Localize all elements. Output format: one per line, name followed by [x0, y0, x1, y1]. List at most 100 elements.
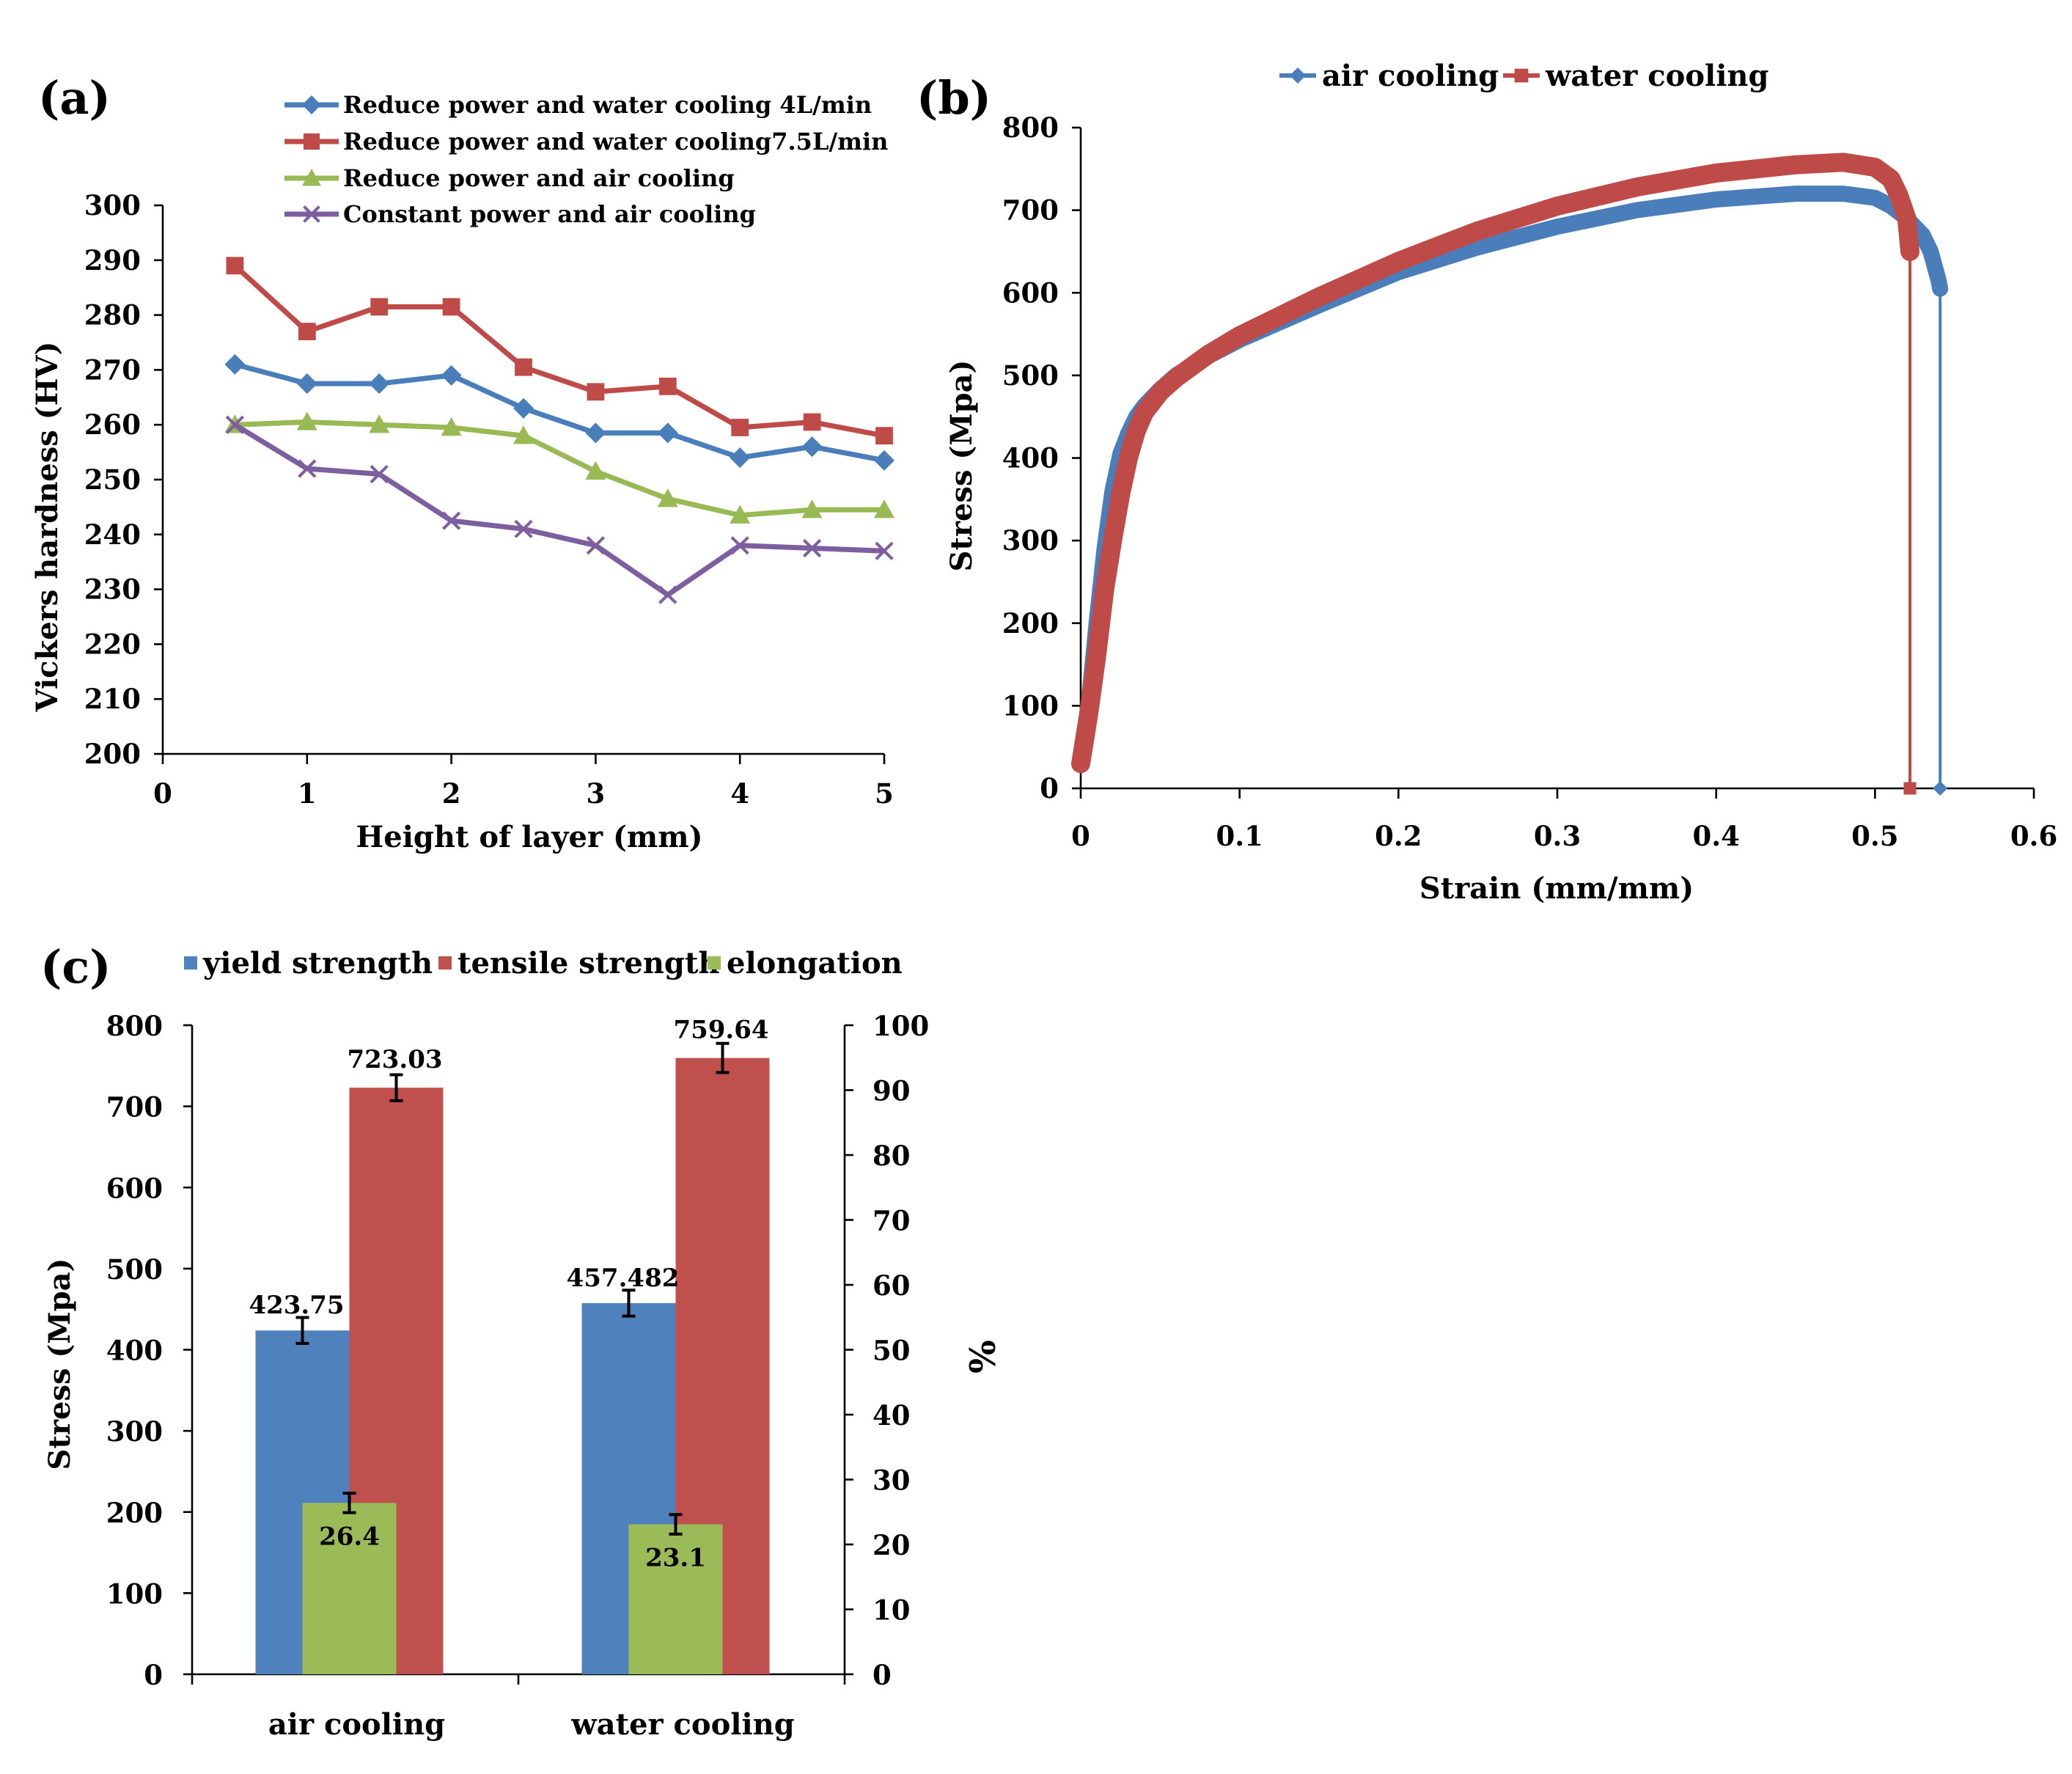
panel-a-y-tick-label: 270: [84, 353, 141, 386]
panel-c-bars: 423.75 723.03 26.4 457.482 759.64 23.1: [249, 1016, 770, 1674]
panel-a-legend-label: Reduce power and air cooling: [343, 164, 735, 192]
panel-a-series-line-4: [233, 422, 885, 598]
panel-a-legend-marker: [303, 205, 320, 223]
panel-a-data-point: [585, 422, 606, 444]
panel-a-data-point: [657, 488, 678, 507]
panel-c-legend-label: tensile strength: [458, 946, 719, 981]
panel-a-data-point: [226, 257, 244, 275]
panel-c-right-y-tick-label: 10: [872, 1594, 911, 1627]
panel-a-x-tick-label: 4: [730, 777, 749, 810]
panel-b-x-tick-label: 0.6: [2010, 820, 2057, 852]
panel-a-data-point: [296, 373, 317, 395]
panel-b-fracture-point: [1933, 781, 1948, 796]
panel-a-data-point: [513, 425, 534, 444]
panel-a-data-point: [658, 377, 677, 395]
panel-a-data-point: [730, 447, 751, 469]
panel-a-data-point: [441, 364, 462, 386]
panel-b-series: [1071, 153, 1949, 796]
panel-a-legend-marker-stroke-2: [303, 205, 320, 223]
panel-b-y-tick-label: 300: [1002, 524, 1059, 557]
panel-a-y-tick-label: 290: [84, 244, 141, 276]
panel-a-data-point-stroke-2: [370, 464, 389, 484]
panel-b-y-tick-label: 500: [1002, 359, 1059, 392]
panel-b-label: (b): [916, 71, 991, 125]
panel-c-left-y-tick-label: 400: [106, 1335, 163, 1367]
panel-a-y-tick-label: 260: [84, 408, 141, 441]
panel-a-x-axis-title: Height of layer (mm): [356, 820, 702, 854]
panel-b-y-axis-title: Stress (Mpa): [944, 360, 979, 572]
panel-a-data-point: [515, 358, 532, 376]
panel-b-x-tick-label: 0.3: [1534, 820, 1581, 852]
panel-a-y-tick-label: 230: [84, 573, 141, 606]
panel-a-data-point: [298, 323, 316, 340]
panel-c-category-label: water cooling: [570, 1707, 794, 1742]
panel-a-data-point: [875, 541, 894, 560]
panel-c-data-label-tensile-strength: 723.03: [347, 1045, 442, 1074]
panel-a-data-point: [370, 464, 389, 484]
panel-c-left-y-tick-label: 500: [106, 1253, 163, 1286]
panel-a-x-tick-label: 2: [442, 777, 461, 810]
panel-b-x-tick-label: 0.5: [1851, 820, 1898, 852]
panel-c-bar-elongation: [302, 1503, 397, 1674]
panel-a-y-tick-label: 240: [84, 518, 141, 551]
panel-c-right-y-tick-label: 60: [872, 1269, 911, 1302]
panel-a-data-point-stroke-2: [730, 536, 749, 555]
panel-a-data-point-stroke-2: [514, 519, 533, 538]
panel-a-legend-marker: [303, 133, 320, 150]
panel-c-data-label-elongation: 26.4: [319, 1522, 380, 1551]
panel-c-legend-swatch: [708, 956, 721, 970]
panel-c-right-y-tick-label: 70: [872, 1205, 911, 1237]
panel-a-data-point: [801, 499, 823, 518]
panel-c-left-y-tick-label: 800: [106, 1010, 163, 1042]
panel-a-y-tick-label: 280: [84, 299, 141, 331]
panel-a-data-point: [369, 414, 390, 433]
panel-a-y-axis-title: Vickers hardness (HV): [30, 342, 65, 713]
panel-a-data-point: [587, 383, 605, 401]
panel-b-legend-label: water cooling: [1545, 59, 1768, 93]
panel-a-legend-label: Reduce power and water cooling 4L/min: [343, 91, 872, 119]
panel-a-y-tick-label: 210: [84, 683, 141, 715]
panel-a-data-point: [441, 417, 462, 436]
panel-c-right-y-tick-label: 50: [872, 1335, 911, 1367]
panel-b-fracture-point: [1903, 782, 1917, 795]
panel-a-y-tick-label: 220: [84, 628, 141, 660]
panel-a-data-point: [874, 499, 894, 518]
panel-a-label: (a): [38, 71, 111, 125]
panel-b-x-axis-title: Strain (mm/mm): [1419, 871, 1694, 906]
panel-b-axes: 0 100 200 300 400 500 600 700 800 0 0.1 0.2 0.3 0.4 0.…: [1002, 111, 2057, 852]
panel-c-legend-swatch: [438, 956, 452, 970]
panel-c-legend-label: yield strength: [202, 946, 433, 981]
panel-b-x-tick-label: 0.1: [1216, 820, 1263, 852]
panel-a-series-line-2: [233, 263, 885, 439]
panel-a-data-point: [730, 536, 749, 555]
panel-a-axes: 200 210 220 230 240 250 260 270 280 290 300 0 1 2 3 4 5: [84, 189, 894, 810]
panel-a-data-point: [730, 505, 751, 524]
panel-a-data-point: [296, 411, 317, 430]
panel-b-x-tick-label: 0.4: [1692, 820, 1739, 852]
panel-a-data-point: [298, 459, 317, 478]
panel-c-left-y-axis-title: Stress (Mpa): [43, 1258, 77, 1470]
panel-c-legend-swatch: [184, 956, 197, 970]
panel-a-data-point: [441, 511, 461, 530]
panel-c-axes: 0 100 200 300 400 500 600 700 800 0 10 20 30 40 50 60 70…: [106, 1010, 929, 1742]
panel-b-y-tick-label: 400: [1002, 442, 1059, 474]
panel-b-x-tick-label: 0: [1071, 820, 1090, 852]
panel-c-data-label-tensile-strength: 759.64: [673, 1016, 768, 1045]
panel-a-data-point: [370, 298, 389, 316]
panel-c-left-y-tick-label: 600: [106, 1172, 163, 1204]
panel-c-right-y-tick-label: 80: [872, 1140, 911, 1172]
panel-a-x-tick-label: 3: [587, 777, 606, 810]
panel-a-hardness-chart: (a) Reduce power and water cooling 4L/mi…: [30, 71, 894, 854]
panel-a-legend-marker: [302, 95, 321, 114]
panel-b-legend-label: air cooling: [1322, 59, 1499, 93]
panel-a-data-point: [514, 519, 533, 538]
panel-a-data-point: [731, 419, 749, 436]
panel-b-y-tick-label: 600: [1002, 276, 1059, 309]
panel-b-legend: air cooling water cooling: [1279, 59, 1768, 93]
panel-c-legend-label: elongation: [727, 946, 903, 981]
panel-a-data-point-stroke-2: [658, 585, 677, 604]
panel-a-data-point: [657, 422, 678, 444]
panel-a-y-tick-label: 250: [84, 463, 141, 496]
panel-c-strength-bar-chart: (c) yield strength tensile strength elonga…: [40, 940, 1002, 1742]
